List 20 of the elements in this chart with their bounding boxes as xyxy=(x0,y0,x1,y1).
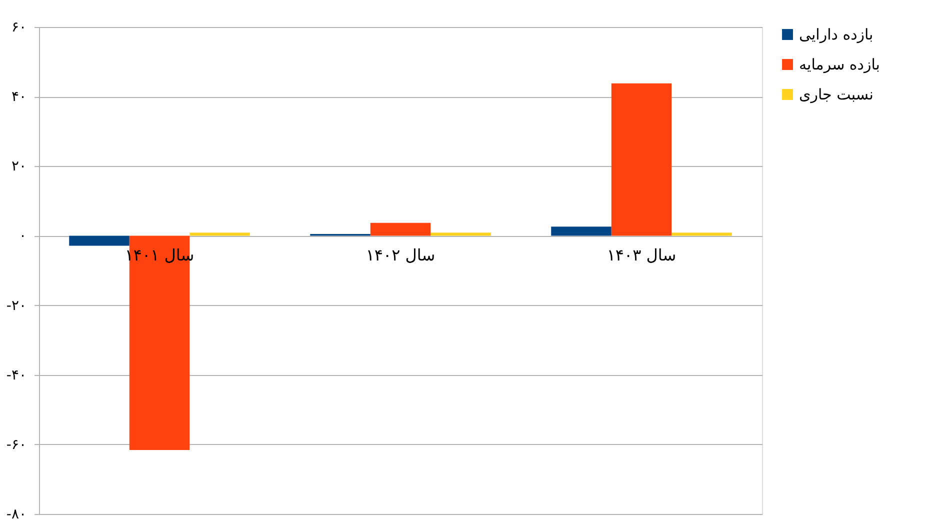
y-tick-label: -۴۰ xyxy=(6,367,26,384)
y-tick-label: ۲۰ xyxy=(11,158,26,175)
y-tick-label: ۴۰ xyxy=(11,89,26,106)
bar xyxy=(370,222,431,236)
bar xyxy=(430,232,491,236)
legend-label: بازده سرمایه xyxy=(799,56,880,74)
bar xyxy=(611,83,672,236)
bar xyxy=(672,232,732,236)
legend-label: بازده دارایی xyxy=(799,26,874,44)
y-tick-label: -۸۰ xyxy=(6,506,26,522)
y-tick-label: ۶۰ xyxy=(11,20,26,36)
y-tick-label: -۶۰ xyxy=(6,436,26,453)
x-tick-label: سال ۱۴۰۳ xyxy=(606,246,676,265)
legend-label: نسبت جاری xyxy=(799,86,874,104)
bar xyxy=(190,232,250,236)
y-tick-label: ۰ xyxy=(18,228,26,244)
x-tick-label: سال ۱۴۰۲ xyxy=(366,246,436,265)
bar xyxy=(69,236,130,246)
y-tick-label: -۲۰ xyxy=(6,298,26,314)
bar xyxy=(551,226,612,236)
